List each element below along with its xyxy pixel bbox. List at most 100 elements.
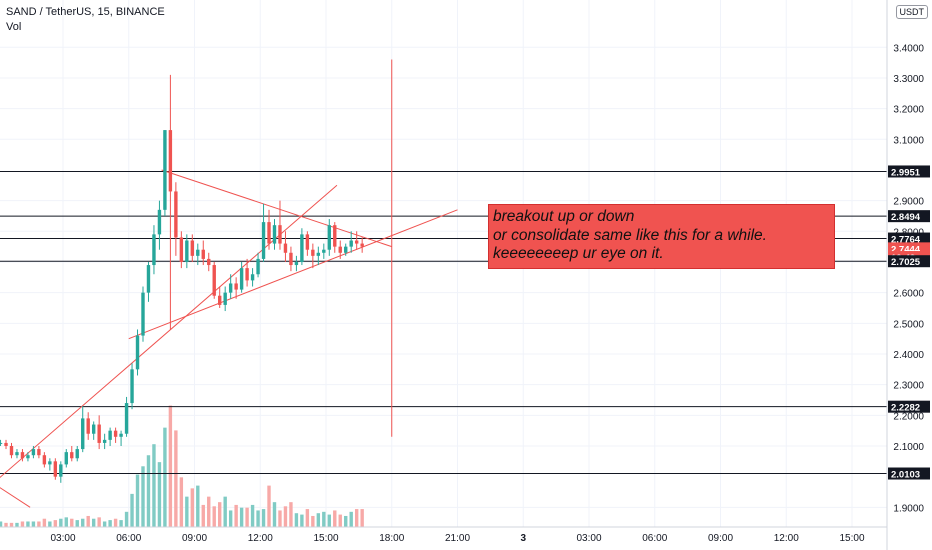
candle-body — [124, 403, 129, 434]
candle-body — [245, 268, 249, 281]
volume-bar — [360, 509, 364, 527]
candle-body — [20, 452, 25, 459]
symbol-title[interactable]: SAND / TetherUS, 15, BINANCE — [6, 6, 165, 18]
candle-body — [234, 283, 238, 290]
volume-bar — [212, 506, 216, 527]
volume-bar — [338, 514, 342, 527]
volume-bar — [174, 430, 178, 527]
annotation-line-3: keeeeeeeep ur eye on it. — [493, 245, 664, 262]
volume-bar — [26, 521, 30, 527]
candle-body — [179, 237, 184, 262]
candle-body — [108, 430, 112, 440]
volume-bar — [300, 514, 304, 527]
volume-bar — [305, 509, 310, 527]
trendline — [128, 209, 458, 340]
candle-body — [207, 258, 211, 266]
price-tag-label: 2.8494 — [891, 212, 921, 223]
trendline — [0, 184, 338, 479]
price-tick-label: 3.4000 — [893, 43, 924, 54]
candle-body — [163, 130, 167, 210]
candle-body — [333, 225, 337, 247]
time-tick-label: 09:00 — [182, 533, 207, 544]
candle-body — [272, 225, 277, 244]
candle-body — [59, 464, 63, 477]
volume-bar — [228, 510, 233, 527]
volume-bar — [124, 511, 129, 527]
candle-body — [201, 249, 205, 259]
volume-bar — [234, 504, 238, 527]
candle-body — [91, 424, 96, 434]
volume-bar — [130, 493, 134, 527]
time-tick-label: 03:00 — [576, 533, 601, 544]
price-tick-label: 2.4000 — [893, 350, 924, 361]
candle-body — [168, 130, 173, 192]
candle-body — [349, 240, 353, 247]
candle-body — [300, 234, 304, 262]
time-tick-label: 12:00 — [774, 533, 799, 544]
volume-bar — [354, 509, 359, 527]
price-tag-box — [888, 400, 930, 413]
volume-bar — [289, 502, 293, 527]
volume-bar — [102, 521, 107, 527]
price-tick-label: 2.2000 — [893, 411, 924, 422]
volume-bar — [322, 511, 326, 527]
annotation-line-1: breakout up or down — [493, 208, 635, 225]
annotation-callout[interactable]: breakout up or down or consolidate same … — [488, 204, 835, 269]
volume-bar — [70, 518, 74, 527]
candle-body — [86, 418, 90, 434]
volume-bar — [218, 502, 222, 527]
volume-bar — [223, 496, 227, 527]
volume-bar — [108, 520, 112, 527]
candle-body — [152, 234, 156, 266]
price-tick-label: 2.9000 — [893, 197, 924, 208]
volume-bar — [179, 477, 184, 527]
time-tick-label: 03:00 — [50, 533, 75, 544]
candle-body — [267, 222, 271, 244]
volume-bar — [261, 509, 266, 527]
time-tick-label: 15:00 — [313, 533, 338, 544]
volume-bar — [196, 485, 200, 527]
price-tag-box — [888, 232, 930, 245]
volume-bar — [152, 444, 156, 527]
volume-bar — [272, 502, 277, 527]
price-tick-label: 3.1000 — [893, 135, 924, 146]
candle-body — [305, 234, 310, 250]
candle-body — [75, 449, 79, 459]
candle-body — [113, 430, 118, 437]
volume-bar — [163, 427, 167, 527]
candle-body — [81, 418, 85, 450]
volume-bar — [344, 515, 348, 527]
price-tick-label: 1.9000 — [893, 503, 924, 514]
currency-unit-button[interactable]: USDT — [895, 5, 928, 19]
candle-body — [157, 209, 162, 235]
time-tick-label: 06:00 — [642, 533, 667, 544]
candle-body — [130, 369, 134, 404]
volume-bar — [146, 455, 151, 527]
candle-body — [196, 249, 200, 256]
price-tag-label: 2.9951 — [891, 167, 921, 178]
volume-bar — [4, 522, 8, 527]
candle-body — [283, 243, 288, 253]
volume-bar — [59, 518, 63, 527]
candle-body — [64, 452, 68, 465]
volume-bar — [157, 462, 162, 527]
time-tick-label: 15:00 — [839, 533, 864, 544]
candle-body — [48, 461, 52, 465]
volume-bar — [64, 517, 68, 527]
time-tick-label: 09:00 — [708, 533, 733, 544]
price-tag-box — [888, 255, 930, 268]
volume-legend-label[interactable]: Vol — [6, 21, 22, 33]
candle-body — [278, 225, 282, 244]
candle-body — [97, 424, 101, 443]
price-tick-label: 2.5000 — [893, 319, 924, 330]
price-tick-label: 2.6000 — [893, 289, 924, 300]
volume-bar — [294, 513, 299, 527]
candle-body — [327, 225, 331, 250]
price-tag-label: 2.7764 — [891, 235, 921, 246]
candle-body — [31, 449, 36, 456]
volume-bar — [48, 521, 52, 527]
candle-body — [294, 261, 299, 266]
price-tag-label: 2.7444 — [891, 244, 921, 255]
time-tick-label: 12:00 — [248, 533, 273, 544]
